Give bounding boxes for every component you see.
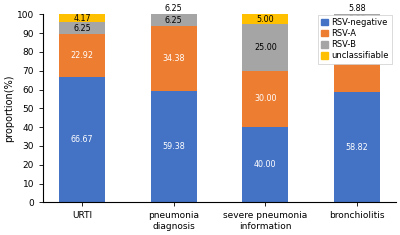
Text: 30.00: 30.00 [254,94,276,103]
Bar [151,26,197,91]
Bar [334,25,380,92]
Bar [242,24,288,71]
Bar [242,127,288,202]
Bar [242,14,288,24]
Text: 58.82: 58.82 [346,143,368,152]
Bar [334,92,380,202]
Bar [151,3,197,14]
Bar [59,77,105,202]
Text: 59.38: 59.38 [162,142,185,151]
Text: 6.25: 6.25 [165,16,183,25]
Y-axis label: proportion(%): proportion(%) [4,75,14,142]
Text: 66.67: 66.67 [71,135,94,144]
Bar [59,22,105,34]
Text: 5.88: 5.88 [348,4,366,13]
Text: 6.25: 6.25 [73,24,91,32]
Text: 22.92: 22.92 [71,51,94,60]
Text: 34.38: 34.38 [162,54,185,63]
Bar [242,71,288,127]
Bar [334,3,380,14]
Bar [59,34,105,77]
Bar [59,14,105,22]
Legend: RSV-negative, RSV-A, RSV-B, unclassifiable: RSV-negative, RSV-A, RSV-B, unclassifiab… [318,15,392,64]
Bar [151,14,197,26]
Text: 5.88: 5.88 [348,15,366,24]
Text: 4.17: 4.17 [73,14,91,23]
Text: 25.00: 25.00 [254,43,277,52]
Text: 5.00: 5.00 [256,15,274,24]
Bar [151,91,197,202]
Text: 6.25: 6.25 [165,4,183,13]
Bar [334,14,380,25]
Text: 40.00: 40.00 [254,160,276,169]
Text: 35.29: 35.29 [346,54,368,63]
